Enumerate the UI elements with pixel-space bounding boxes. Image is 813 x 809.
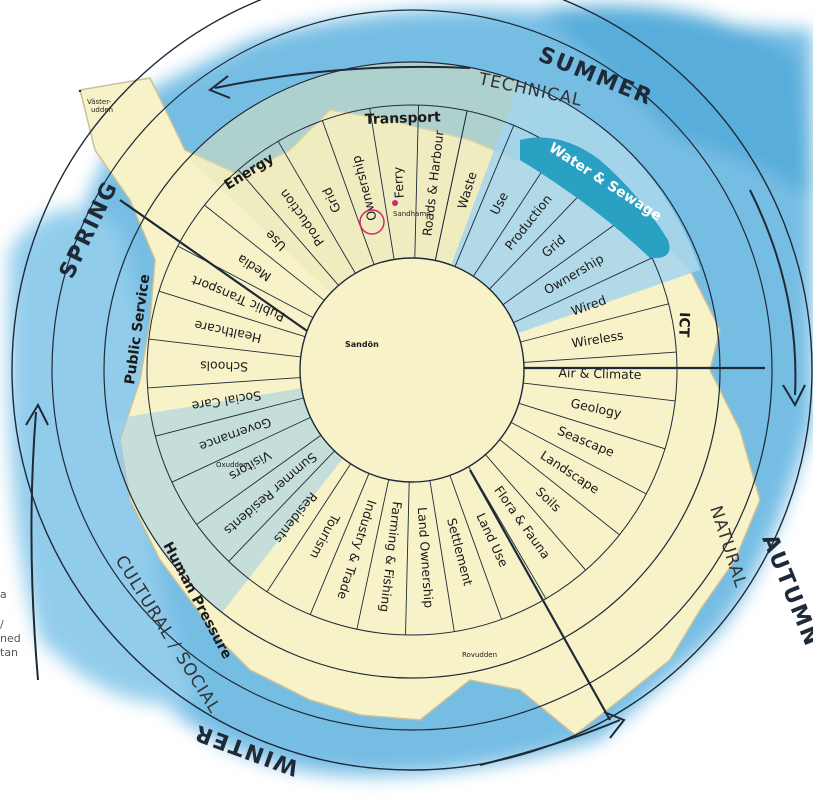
category-ring xyxy=(146,104,678,636)
segment-spoke xyxy=(499,439,620,536)
center-label: Sandön xyxy=(345,340,379,349)
arrow-head-autumn xyxy=(782,384,806,408)
segment-label: Schools xyxy=(200,358,248,374)
segment-spoke xyxy=(277,141,356,274)
sector-dividers xyxy=(78,90,765,721)
segment-spoke xyxy=(523,351,677,363)
segment-spoke xyxy=(518,402,666,450)
segment-spoke xyxy=(523,382,676,402)
divider-spring-social xyxy=(119,199,321,341)
outer-season-ring-outer xyxy=(11,0,813,771)
place-rovudden: Rovudden xyxy=(462,651,497,659)
segment-spoke xyxy=(356,479,390,630)
segment-spoke xyxy=(266,463,352,593)
place-oxudden: Oxudden xyxy=(216,461,248,469)
segment-spoke xyxy=(369,108,395,260)
segment-spoke xyxy=(454,125,515,267)
arrow-autumn xyxy=(749,189,797,396)
segment-spoke xyxy=(147,377,301,389)
segment-spoke xyxy=(510,422,647,495)
segment-spoke xyxy=(148,338,301,358)
segment-spoke xyxy=(485,454,587,571)
left-fragment-2: / xyxy=(0,618,4,631)
season-autumn: AUTUMN xyxy=(756,531,813,651)
ferry-marker xyxy=(359,209,385,235)
segment-spoke xyxy=(405,481,410,635)
domain-ring xyxy=(103,61,721,679)
left-fragment-3: ned xyxy=(0,632,21,645)
segment-spoke xyxy=(434,110,468,261)
segment-spoke xyxy=(321,120,375,265)
season-arrows xyxy=(25,65,806,766)
arrow-spring xyxy=(30,411,39,681)
arrow-head-spring xyxy=(25,402,49,426)
outer-season-ring-inner xyxy=(51,9,773,731)
left-fragment-4: tan xyxy=(0,646,18,659)
segment-spoke xyxy=(449,475,503,620)
segment-spoke xyxy=(513,257,653,324)
water-sewage-brush xyxy=(520,137,670,259)
harbour-dot xyxy=(392,200,398,206)
segment-spoke xyxy=(237,169,339,286)
segment-label: Air & Climate xyxy=(558,365,642,382)
place-vasterudden-2: udden xyxy=(91,106,113,114)
center-hub xyxy=(299,257,525,483)
segment-spoke xyxy=(414,105,419,259)
arrow-winter xyxy=(479,719,621,766)
segment-spoke xyxy=(196,434,322,525)
place-vasterudden-1: Väster- xyxy=(87,98,112,106)
divider-natural-social xyxy=(469,469,611,721)
left-fragment-1: a xyxy=(0,588,7,601)
arrow-head-winter xyxy=(603,711,626,739)
segment-spoke xyxy=(171,416,311,483)
place-sandhamn: Sandhamn xyxy=(393,210,431,218)
arrow-head-summer-to-spring xyxy=(208,75,231,99)
segment-spoke xyxy=(429,480,455,632)
segment-spoke xyxy=(309,473,370,615)
segment-spoke xyxy=(158,290,306,338)
category-transport: Transport xyxy=(365,109,442,128)
segment-spoke xyxy=(155,397,304,437)
segment-spoke xyxy=(502,215,628,306)
segment-label: Land Ownership xyxy=(415,507,437,609)
segment-spoke xyxy=(520,303,669,343)
category-ict: ICT xyxy=(675,312,692,338)
segment-label: Ferry xyxy=(390,166,407,199)
arrow-summer-to-spring xyxy=(214,65,471,89)
segment-spoke xyxy=(204,204,325,301)
segment-spoke xyxy=(177,245,314,318)
segment-spoke xyxy=(228,450,335,562)
